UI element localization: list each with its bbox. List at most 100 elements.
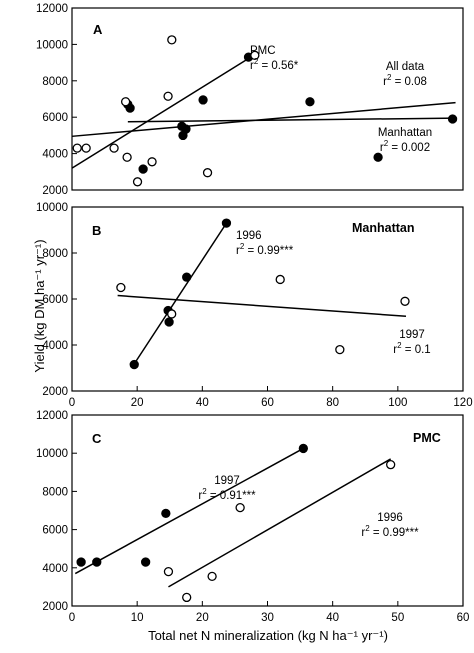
fit-annotation: Manhattan xyxy=(378,127,432,139)
data-point-open xyxy=(81,143,91,153)
data-point-filled xyxy=(305,97,315,107)
plot-frame xyxy=(71,414,464,607)
data-point-open xyxy=(250,50,260,60)
fit-annotation: r2 = 0.99*** xyxy=(236,242,294,257)
fit-annotation: 1996 xyxy=(236,230,262,242)
data-point-open xyxy=(147,157,157,167)
data-point-open xyxy=(167,35,177,45)
data-point-open xyxy=(400,296,410,306)
x-tick-label: 0 xyxy=(69,397,75,409)
y-tick-label: 8000 xyxy=(42,76,68,88)
fit-annotation: r2 = 0.08 xyxy=(383,73,427,88)
panel-letter: B xyxy=(92,223,101,238)
regression-line xyxy=(127,117,456,123)
regression-line xyxy=(71,101,456,138)
data-point-filled xyxy=(76,557,86,567)
data-point-filled xyxy=(181,124,191,134)
x-tick-label: 60 xyxy=(261,397,274,409)
fit-annotation: r2 = 0.91*** xyxy=(198,487,256,502)
data-point-filled xyxy=(164,317,174,327)
y-tick-label: 6000 xyxy=(42,525,68,537)
x-tick-label: 40 xyxy=(196,397,209,409)
data-point-filled xyxy=(125,103,135,113)
panel-site-label: PMC xyxy=(413,431,441,445)
data-point-open xyxy=(72,143,82,153)
data-point-filled xyxy=(92,557,102,567)
y-tick-label: 6000 xyxy=(42,112,68,124)
data-point-open xyxy=(386,460,396,470)
x-axis-title: Total net N mineralization (kg N ha⁻¹ yr… xyxy=(148,628,388,643)
data-point-filled xyxy=(138,164,148,174)
fit-annotation: r2 = 0.002 xyxy=(380,139,430,154)
fit-annotation: PMC xyxy=(250,45,276,57)
plot-frame xyxy=(71,7,464,191)
regression-line xyxy=(168,458,392,588)
y-tick-label: 2000 xyxy=(42,386,68,398)
data-point-open xyxy=(109,143,119,153)
data-point-open xyxy=(132,177,143,187)
regression-line xyxy=(131,222,228,368)
y-tick-label: 6000 xyxy=(42,294,68,306)
fit-annotation: r2 = 0.1 xyxy=(393,341,430,356)
y-tick-label: 2000 xyxy=(42,185,68,197)
data-point-filled xyxy=(373,152,383,162)
panel-letter: A xyxy=(93,22,103,37)
x-tick-label: 30 xyxy=(261,612,274,624)
data-point-filled xyxy=(198,95,208,105)
regression-line xyxy=(117,294,407,317)
y-tick-label: 12000 xyxy=(36,3,68,15)
data-point-open xyxy=(163,566,174,577)
data-point-filled xyxy=(447,114,458,124)
x-tick-label: 0 xyxy=(69,612,75,624)
y-tick-label: 4000 xyxy=(42,563,68,575)
fit-annotation: r2 = 0.99*** xyxy=(361,524,419,539)
data-point-open xyxy=(235,502,245,513)
data-point-open xyxy=(120,97,131,107)
y-tick-label: 4000 xyxy=(42,149,68,161)
x-tick-label: 20 xyxy=(196,612,209,624)
data-point-filled xyxy=(140,557,151,567)
regression-line xyxy=(71,56,252,169)
x-tick-label: 10 xyxy=(131,612,144,624)
x-tick-label: 120 xyxy=(453,397,472,409)
x-tick-label: 60 xyxy=(457,612,470,624)
data-point-filled xyxy=(161,508,171,519)
panel-c: 2000 4000 6000 8000 10000 12000 0 10 20 30 40 50 60 C… xyxy=(36,410,469,624)
fit-annotation: All data xyxy=(386,61,425,73)
y-axis-title: Yield (kg DM ha⁻¹ yr⁻¹) xyxy=(32,239,47,372)
y-tick-label: 10000 xyxy=(36,448,68,460)
y-tick-label: 10000 xyxy=(36,202,68,214)
y-tick-label: 10000 xyxy=(36,39,68,51)
data-point-filled xyxy=(298,443,308,454)
x-tick-label: 50 xyxy=(391,612,404,624)
data-point-open xyxy=(122,152,132,162)
y-tick-label: 8000 xyxy=(42,486,68,498)
x-tick-label: 100 xyxy=(388,397,407,409)
data-point-open xyxy=(207,571,217,582)
data-point-open xyxy=(275,274,285,285)
data-point-open xyxy=(116,282,126,293)
x-tick-label: 80 xyxy=(326,397,339,409)
data-point-open xyxy=(163,91,173,101)
data-point-open xyxy=(182,592,192,603)
data-point-open xyxy=(335,344,345,355)
panel-site-label: Manhattan xyxy=(352,221,415,235)
fit-annotation: 1997 xyxy=(214,475,240,487)
y-tick-label: 4000 xyxy=(42,340,68,352)
data-point-filled xyxy=(129,359,139,370)
data-point-open xyxy=(202,168,213,178)
data-point-filled xyxy=(221,218,232,228)
fit-annotation: r2 = 0.56* xyxy=(250,57,299,72)
fit-annotation: 1996 xyxy=(377,512,403,524)
panel-letter: C xyxy=(92,431,102,446)
y-tick-label: 12000 xyxy=(36,410,68,422)
data-point-open xyxy=(167,309,177,319)
regression-line xyxy=(74,447,304,575)
y-tick-label: 8000 xyxy=(42,248,68,260)
fit-annotation: 1997 xyxy=(399,329,425,341)
x-tick-label: 40 xyxy=(326,612,339,624)
panel-b: 2000 4000 6000 8000 10000 0 20 40 60 80 100 120 B Man… xyxy=(36,202,473,409)
x-tick-label: 20 xyxy=(131,397,144,409)
